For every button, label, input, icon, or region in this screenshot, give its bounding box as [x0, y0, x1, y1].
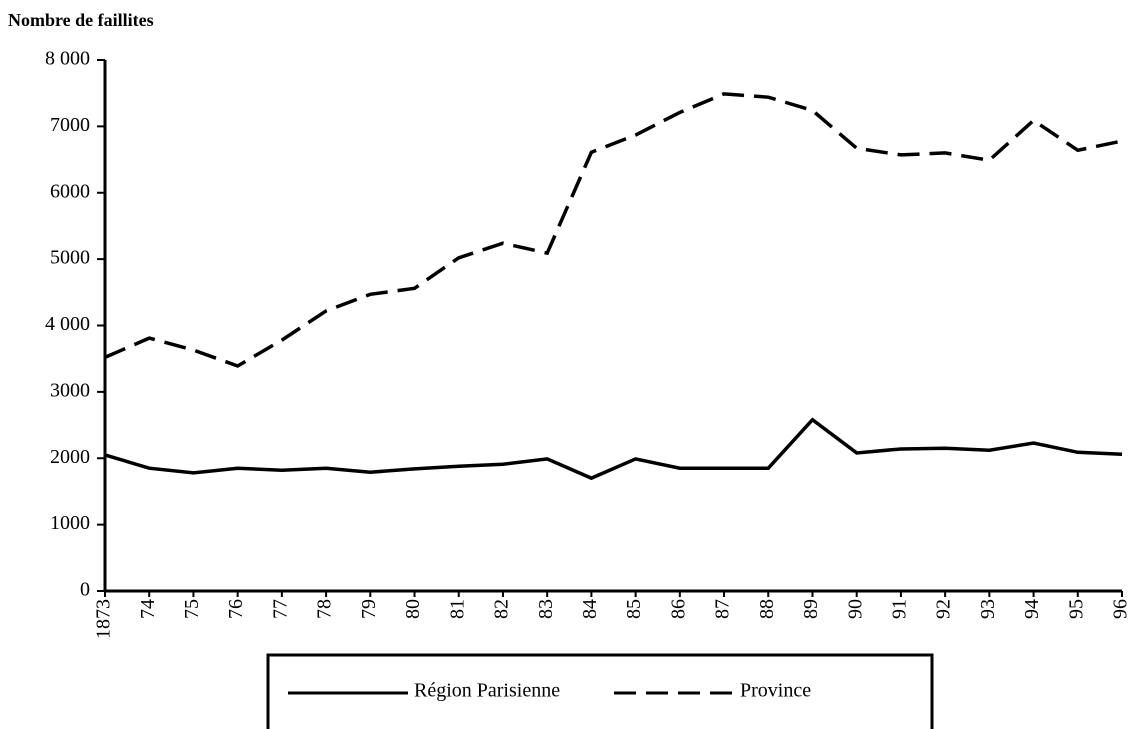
x-tick-label: 78: [314, 599, 336, 619]
x-tick-label: 90: [844, 599, 866, 619]
legend-label: Région Parisienne: [414, 680, 560, 702]
x-tick-label: 95: [1065, 599, 1087, 619]
y-tick-label: 6000: [50, 180, 90, 202]
y-tick-label: 2000: [50, 446, 90, 468]
x-tick-label: 93: [977, 599, 999, 619]
legend-box: [266, 653, 934, 729]
line-series: [104, 92, 1123, 368]
x-tick-label: 76: [225, 599, 247, 619]
legend-label: Province: [740, 680, 811, 702]
x-tick-label: 81: [446, 599, 468, 619]
x-tick-label: 80: [402, 599, 424, 619]
x-tick-label: 1873: [93, 599, 115, 639]
x-tick-label: 74: [137, 599, 159, 619]
x-tick-label: 77: [269, 599, 291, 619]
y-tick-label: 5000: [50, 247, 90, 269]
x-tick-label: 92: [933, 599, 955, 619]
x-tick-label: 82: [491, 599, 513, 619]
line-series: [104, 417, 1123, 481]
y-tick-label: 7000: [50, 114, 90, 136]
x-tick-label: 91: [889, 599, 911, 619]
y-tick-label: 4 000: [45, 313, 90, 335]
y-tick-label: 8 000: [45, 48, 90, 70]
x-tick-label: 79: [358, 599, 380, 619]
y-tick-label: 1000: [50, 512, 90, 534]
x-tick-label: 87: [712, 599, 734, 619]
x-tick-label: 86: [667, 599, 689, 619]
x-tick-label: 83: [535, 599, 557, 619]
x-tick-label: 88: [756, 599, 778, 619]
axis-title: Nombre de faillites: [8, 10, 154, 30]
x-tick-label: 89: [800, 599, 822, 619]
x-tick-label: 94: [1021, 599, 1043, 619]
x-tick-label: 84: [579, 599, 601, 619]
x-tick-label: 75: [181, 599, 203, 619]
x-tick-label: 96: [1110, 599, 1129, 619]
y-tick-label: 3000: [50, 379, 90, 401]
y-tick-label: 0: [80, 579, 90, 601]
x-tick-label: 85: [623, 599, 645, 619]
